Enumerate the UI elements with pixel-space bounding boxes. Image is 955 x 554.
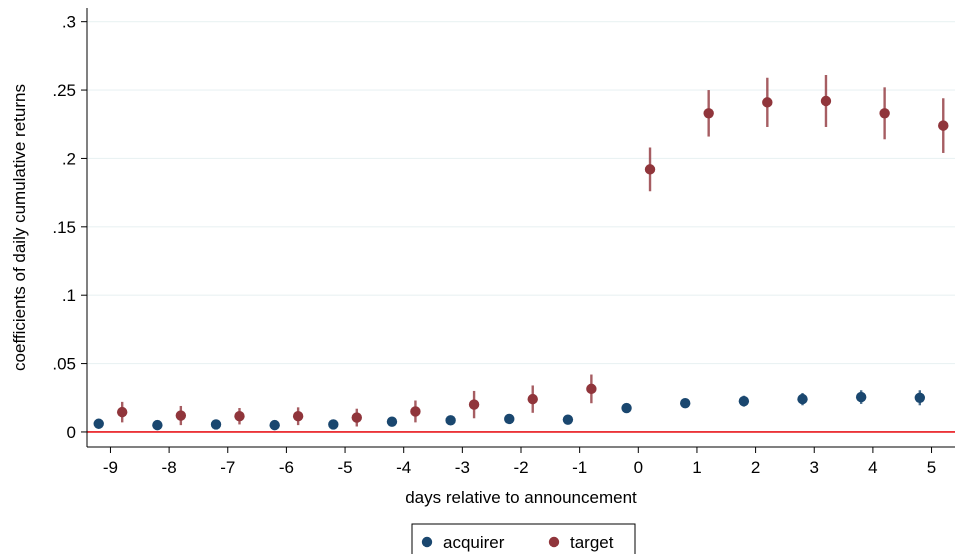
y-tick-label: 0	[67, 423, 76, 442]
x-axis-title: days relative to announcement	[405, 488, 637, 507]
x-tick-label: -6	[279, 458, 294, 477]
axes	[81, 8, 955, 453]
acquirer-point	[504, 413, 515, 425]
acquirer-point	[152, 419, 163, 431]
target-point	[175, 410, 187, 421]
legend-marker-target	[548, 536, 560, 548]
x-tick-label: -1	[572, 458, 587, 477]
acquirer-point	[386, 416, 398, 427]
acquirer-point	[797, 393, 808, 405]
acquirer-point	[93, 418, 104, 429]
series-target	[116, 75, 949, 427]
target-point	[410, 406, 421, 417]
acquirer-point	[210, 419, 222, 430]
x-tick-label: 1	[692, 458, 701, 477]
y-tick-label: .05	[52, 355, 76, 374]
target-point	[468, 399, 480, 410]
y-tick-label: .2	[62, 149, 76, 168]
acquirer-point	[855, 391, 867, 403]
target-point	[292, 411, 304, 422]
acquirer-point	[738, 395, 750, 407]
acquirer-point	[680, 398, 691, 409]
target-point	[116, 406, 128, 418]
legend-box	[411, 523, 636, 554]
acquirer-point	[328, 419, 339, 430]
target-point	[820, 95, 832, 107]
acquirer-point	[914, 392, 926, 403]
x-tick-label: -4	[396, 458, 411, 477]
x-tick-label: 3	[810, 458, 819, 477]
acquirer-point	[621, 402, 632, 414]
target-point	[879, 108, 890, 119]
target-point	[644, 164, 656, 175]
tick-labels: 0 .05 .1 .15 .2 .25 .3 -9 -8 -7 -6 -5 -4 -3 -2 -1 0 1 2 3 4 5	[52, 13, 936, 477]
y-tick-label: .25	[52, 81, 76, 100]
y-tick-label: .15	[52, 218, 76, 237]
target-point	[703, 108, 714, 119]
x-tick-label: -9	[103, 458, 118, 477]
x-tick-label: -7	[220, 458, 235, 477]
target-point	[351, 412, 362, 423]
legend-label-target: target	[570, 533, 614, 552]
y-tick-label: .3	[62, 13, 76, 32]
legend-marker-acquirer	[421, 536, 433, 548]
x-tick-label: 4	[868, 458, 877, 477]
x-tick-label: 0	[634, 458, 643, 477]
series-layer	[93, 75, 949, 431]
x-tick-label: -3	[455, 458, 470, 477]
y-tick-label: .1	[62, 286, 76, 305]
x-tick-label: -5	[337, 458, 352, 477]
x-tick-label: 2	[751, 458, 760, 477]
target-point	[938, 120, 949, 131]
target-point	[234, 411, 245, 422]
y-axis-title: coefficients of daily cumulative returns	[10, 84, 29, 371]
acquirer-point	[562, 414, 574, 425]
acquirer-point	[269, 419, 280, 431]
legend-label-acquirer: acquirer	[443, 533, 505, 552]
target-point	[586, 383, 597, 395]
x-tick-label: -8	[162, 458, 177, 477]
target-point	[527, 393, 538, 405]
x-tick-label: 5	[927, 458, 936, 477]
acquirer-point	[445, 415, 456, 426]
series-acquirer	[93, 390, 926, 431]
grid-lines	[87, 21, 955, 365]
x-tick-label: -2	[513, 458, 528, 477]
legend: acquirer target	[411, 523, 636, 554]
target-point	[762, 97, 773, 108]
